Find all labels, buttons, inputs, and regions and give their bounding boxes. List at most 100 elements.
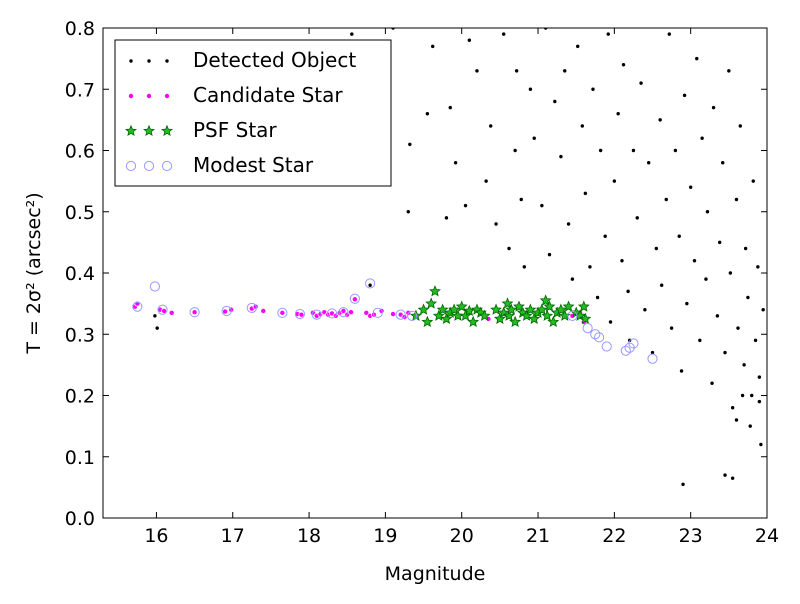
modest-star-point — [567, 310, 578, 321]
psf-star-point — [490, 303, 502, 315]
psf-star-point — [539, 294, 552, 306]
detected-object-point — [484, 179, 488, 183]
legend-marker-detected — [147, 59, 151, 63]
detected-object-point — [591, 87, 595, 91]
detected-object-point — [522, 265, 526, 269]
series-modest-star — [132, 278, 658, 364]
detected-object-point — [612, 179, 617, 183]
detected-object-point — [698, 338, 702, 343]
detected-object-point — [513, 148, 517, 153]
detected-object-point — [679, 369, 684, 373]
psf-star-point — [520, 309, 533, 321]
psf-star-point — [501, 297, 514, 309]
detected-object-point — [647, 161, 651, 165]
y-tick-label: 0.6 — [65, 141, 95, 163]
detected-object-point — [621, 63, 626, 67]
detected-object-point — [734, 418, 739, 422]
detected-object-point — [710, 381, 714, 385]
detected-object-point — [740, 393, 745, 398]
detected-object-point — [746, 295, 750, 300]
detected-object-point — [425, 112, 430, 116]
detected-object-point — [673, 148, 678, 153]
detected-object-point — [543, 28, 548, 30]
psf-star-point — [436, 303, 449, 315]
detected-object-point — [350, 32, 354, 36]
psf-star-point — [459, 309, 472, 321]
detected-object-point — [717, 240, 722, 245]
modest-star-point — [349, 293, 360, 304]
detected-object-point — [616, 112, 620, 116]
detected-object-point — [608, 320, 613, 324]
y-tick-label: 0.8 — [65, 18, 95, 40]
detected-object-point — [559, 154, 563, 159]
y-axis-label: T = 2σ² (arcsec²) — [23, 192, 45, 354]
legend-marker-psf — [143, 124, 155, 137]
detected-object-point — [580, 124, 585, 128]
detected-object-point — [507, 246, 511, 251]
detected-object-point — [368, 283, 372, 287]
series-detected-object — [153, 28, 765, 487]
legend: Detected Object Candidate Star PSF Star … — [114, 39, 392, 187]
modest-star-point — [294, 308, 306, 320]
y-tick-label: 0.1 — [65, 447, 95, 469]
modest-star-point — [277, 307, 288, 318]
detected-object-point — [700, 136, 704, 140]
detected-object-point — [391, 28, 395, 30]
detected-object-point — [463, 203, 468, 208]
candidate-star-point — [191, 309, 198, 316]
legend-label-psf: PSF Star — [193, 118, 277, 142]
detected-object-point — [570, 277, 575, 281]
psf-star-point — [503, 309, 515, 321]
detected-object-point — [750, 393, 754, 398]
detected-object-point — [677, 234, 681, 238]
x-tick-label: 19 — [373, 525, 397, 547]
detected-object-point — [757, 375, 762, 379]
x-tick-label: 16 — [144, 525, 168, 547]
axes: 16 17 18 19 20 21 22 23 24 0.0 0.1 0.2 0.3 0.4 0.5 0.6 0… — [65, 18, 779, 547]
detected-object-point — [595, 295, 600, 300]
candidate-star-point — [363, 309, 370, 316]
psf-star-point — [421, 315, 434, 328]
modest-star-point — [157, 304, 168, 315]
modest-star-point — [338, 307, 349, 318]
detected-object-point — [685, 301, 689, 306]
modest-star-point — [620, 345, 631, 356]
psf-star-point — [440, 312, 453, 324]
detected-object-point — [626, 289, 630, 294]
candidate-star-point — [348, 309, 355, 316]
y-tick-label: 0.3 — [65, 324, 95, 346]
detected-object-point — [723, 350, 727, 355]
modest-star-point — [590, 329, 601, 340]
detected-object-point — [431, 44, 435, 49]
legend-box — [114, 39, 392, 187]
legend-label-modest: Modest Star — [193, 153, 314, 177]
detected-object-point — [669, 326, 674, 330]
detected-object-point — [759, 442, 763, 447]
detected-object-point — [711, 105, 716, 110]
modest-star-point — [311, 309, 322, 320]
detected-object-point — [475, 69, 479, 73]
x-tick-label: 21 — [526, 525, 550, 547]
detected-object-point — [588, 265, 592, 269]
detected-object-point — [742, 363, 746, 367]
psf-star-point — [528, 312, 541, 324]
legend-marker-modest — [143, 160, 155, 172]
legend-marker-candidate — [163, 93, 170, 100]
candidate-star-point — [168, 309, 175, 316]
candidate-star-point — [279, 309, 286, 316]
y-tick-label: 0.7 — [65, 79, 95, 101]
detected-object-point — [576, 44, 580, 49]
detected-object-point — [728, 271, 733, 275]
detected-object-point — [734, 197, 739, 202]
x-tick-label: 20 — [450, 525, 474, 547]
x-tick-label: 17 — [221, 525, 245, 547]
detected-object-point — [738, 124, 742, 128]
x-tick-label: 22 — [602, 525, 626, 547]
detected-object-point — [639, 81, 643, 85]
psf-star-point — [432, 309, 445, 321]
legend-marker-psf — [161, 124, 173, 137]
psf-star-point — [455, 300, 468, 312]
modest-star-point — [395, 309, 406, 320]
detected-object-point — [695, 56, 699, 61]
